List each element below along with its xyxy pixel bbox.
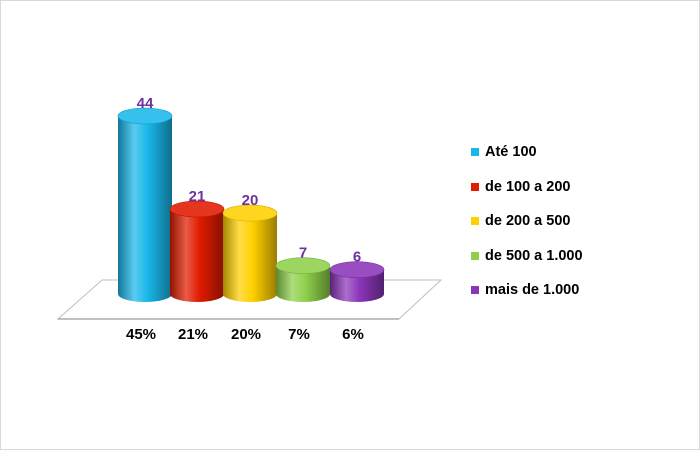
bar-body [118,116,172,302]
bar [329,261,385,302]
bar [117,107,173,302]
legend: Até 100 de 100 a 200 de 200 a 500 de 500… [471,143,583,316]
bar-value-label: 20 [242,192,259,209]
bar-body [170,209,224,302]
bar-top [329,261,385,279]
category-label: 45% [126,326,156,343]
legend-swatch [471,286,479,294]
category-label: 21% [178,326,208,343]
legend-item: mais de 1.000 [471,281,583,299]
bar-value-label: 6 [353,249,361,266]
bar-body [276,265,330,302]
category-label: 20% [231,326,261,343]
bar-top [222,204,278,222]
category-labels-group: 45% 21% 20% 7% 6% [126,326,364,343]
legend-label: mais de 1.000 [485,282,580,298]
bar-body [223,213,277,302]
legend-item: de 500 a 1.000 [471,247,583,265]
bar-value-label: 7 [299,245,307,262]
bar-top [117,107,173,125]
bar-body [330,269,384,302]
legend-swatch [471,217,479,225]
legend-item: de 200 a 500 [471,212,583,230]
bar [222,204,278,302]
legend-swatch [471,182,479,191]
legend-item: de 100 a 200 [471,178,583,196]
legend-swatch [471,148,479,156]
category-label: 6% [342,326,364,343]
legend-label: Até 100 [485,144,537,160]
legend-item: Até 100 [471,143,583,161]
legend-swatch [471,251,479,260]
legend-label: de 200 a 500 [485,213,571,229]
bar [169,200,225,302]
bar-value-label: 21 [189,188,206,205]
value-labels-group: 44 21 20 7 6 [137,95,362,266]
legend-label: de 500 a 1.000 [485,247,583,264]
legend-label: de 100 a 200 [485,178,571,195]
bar [275,257,331,302]
bars-group [117,107,385,302]
category-label: 7% [288,326,310,343]
bar-value-label: 44 [137,95,154,112]
bar-top [275,257,331,274]
bar-top [169,200,225,218]
